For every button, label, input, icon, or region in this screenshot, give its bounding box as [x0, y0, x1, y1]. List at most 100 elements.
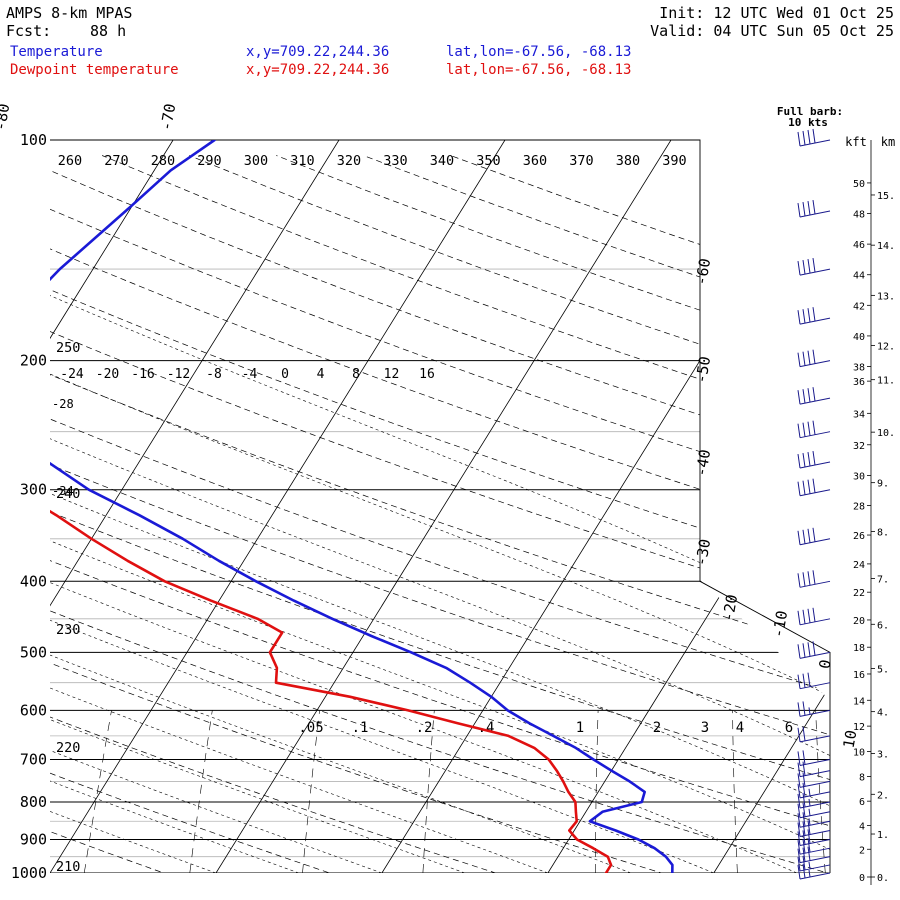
- wind-barb-flag: [797, 702, 801, 717]
- forecast-hours: 88 h: [90, 22, 127, 40]
- wet-bulb-row-label: 16: [419, 367, 435, 382]
- model-title: AMPS 8-km MPAS: [6, 4, 133, 22]
- kft-tick-label: 4: [859, 821, 865, 832]
- wind-barb-flag: [812, 349, 816, 364]
- km-tick-label: 7.: [877, 575, 889, 586]
- wind-barb-flag: [797, 610, 801, 625]
- km-tick-label: 0.: [877, 873, 889, 884]
- wet-bulb-row-label: -4: [242, 367, 258, 382]
- isotherm-label: -70: [157, 102, 179, 132]
- isotherm: [50, 140, 174, 873]
- wind-barb-flag: [807, 308, 811, 323]
- pressure-tick-label: 900: [20, 830, 47, 848]
- mixing-ratio-line: [302, 710, 320, 873]
- wind-barb-flag: [802, 673, 806, 688]
- wind-barb-flag: [797, 131, 801, 147]
- kft-tick-label: 32: [853, 441, 865, 452]
- kft-tick-label: 0: [859, 873, 865, 884]
- dry-adiabat-label: 350: [476, 153, 500, 169]
- wind-barb-flag: [802, 830, 806, 845]
- wind-barb-flag: [797, 793, 801, 809]
- wind-barb-flag: [802, 772, 806, 787]
- kft-tick-label: 48: [853, 210, 865, 221]
- wind-barb-flag: [807, 479, 811, 494]
- wind-barb-flag: [797, 856, 801, 872]
- forecast-label: Fcst:: [6, 22, 52, 40]
- dry-adiabat: [50, 155, 830, 873]
- isotherm-label: -40: [692, 448, 714, 478]
- wind-barb-flag: [802, 750, 806, 765]
- legend-dewpoint-latlon: lat,lon=-67.56, -68.13: [446, 62, 632, 78]
- moist-adiabat: [50, 268, 549, 873]
- wind-barb-flag: [802, 802, 806, 817]
- wind-barb: [797, 450, 831, 469]
- moist-adiabat: [50, 268, 383, 873]
- moist-adiabat: [50, 268, 830, 873]
- pressure-tick-label: 200: [20, 352, 47, 370]
- barb-note-line2: 10 kts: [788, 116, 828, 129]
- wind-barb-flag: [807, 838, 811, 853]
- km-tick-label: 2.: [877, 790, 889, 801]
- kft-tick-label: 12: [853, 722, 865, 733]
- dry-adiabat-label: 270: [104, 153, 128, 169]
- kft-tick-label: 14: [853, 696, 865, 707]
- wind-barb: [797, 829, 831, 846]
- wind-barb: [797, 782, 831, 799]
- wet-bulb-row-label: 8: [352, 367, 360, 382]
- wind-barb-flag: [807, 451, 811, 467]
- wind-barb-flag: [802, 792, 806, 808]
- wind-barb-flag: [797, 831, 801, 846]
- legend-temperature-latlon: lat,lon=-67.56, -68.13: [446, 44, 632, 60]
- dry-adiabat: [50, 155, 713, 873]
- km-tick-label: 6.: [877, 620, 889, 631]
- km-tick-label: 4.: [877, 708, 889, 719]
- km-tick-label: 9.: [877, 479, 889, 490]
- wind-barb: [797, 838, 831, 855]
- dry-adiabat: [50, 155, 830, 873]
- wind-barb-flag: [812, 420, 816, 435]
- wind-barb-flag: [802, 529, 806, 544]
- dry-adiabat-left-label: 220: [56, 740, 80, 756]
- wind-barb-flag: [812, 307, 816, 322]
- wind-barb-flag: [807, 388, 811, 403]
- mixing-ratio-label: 3: [701, 720, 709, 736]
- isotherm-label: 0: [815, 658, 834, 670]
- mixing-ratio-label: 6: [785, 720, 793, 736]
- wind-barb-flag: [802, 572, 806, 587]
- pressure-tick-label: 600: [20, 701, 47, 719]
- mixing-ratio-line: [189, 710, 213, 873]
- wet-bulb-row-label: -20: [96, 367, 119, 382]
- moist-adiabat: [50, 268, 830, 873]
- dry-adiabat-label: 360: [523, 153, 547, 169]
- wind-barb-flag: [807, 608, 811, 623]
- dry-adiabat-label: 260: [58, 153, 82, 169]
- kft-tick-label: 24: [853, 560, 865, 571]
- mixing-ratio-line: [815, 710, 826, 873]
- dry-adiabat-left-label: 240: [56, 486, 80, 502]
- pressure-tick-label: 300: [20, 481, 47, 499]
- wind-barb-half-flag: [808, 808, 811, 816]
- dry-adiabat: [50, 155, 545, 873]
- kft-tick-label: 28: [853, 502, 865, 513]
- wind-barb: [797, 527, 831, 546]
- wind-barb-flag: [812, 607, 816, 622]
- wind-barb-flag: [797, 783, 801, 798]
- km-tick-label: 5.: [877, 665, 889, 676]
- isotherm: [50, 140, 340, 873]
- mixing-ratio-line: [83, 710, 112, 873]
- dry-adiabat-left-label: 210: [56, 859, 80, 875]
- wind-barb-flag: [802, 452, 806, 468]
- wind-barb: [797, 258, 831, 276]
- isotherm-label: 10: [840, 729, 861, 750]
- wind-barb-flag: [802, 643, 806, 658]
- kft-tick-label: 30: [853, 472, 865, 483]
- dry-adiabat-label: 340: [430, 153, 454, 169]
- wind-barb-flag: [797, 261, 801, 276]
- dry-adiabat: [50, 155, 830, 873]
- wind-barb-flag: [802, 389, 806, 404]
- kft-tick-label: 46: [853, 240, 865, 251]
- mixing-ratio-label: 1: [576, 720, 584, 736]
- dry-adiabat: [363, 155, 830, 873]
- wind-barb-flag: [802, 309, 806, 324]
- wind-barb-flag: [812, 387, 816, 402]
